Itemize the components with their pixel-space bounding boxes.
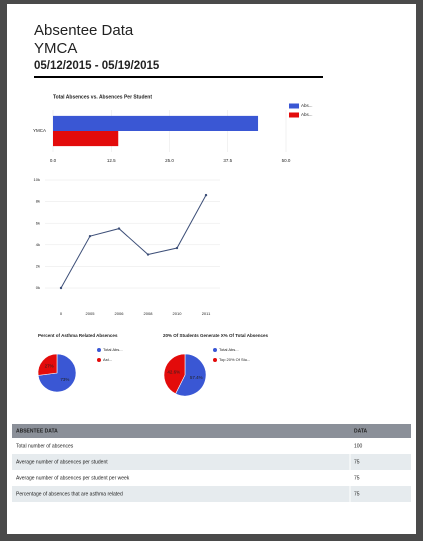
chart-title: Total Absences vs. Absences Per Student <box>53 94 152 100</box>
table-cell: 75 <box>354 459 360 465</box>
table-header-bg <box>12 424 411 438</box>
x-tick-label: 2008 <box>144 311 154 316</box>
slice <box>37 353 58 376</box>
bar <box>53 115 259 131</box>
legend-label: Top 20% Of Stu... <box>219 357 250 362</box>
x-tick-label: 2006 <box>115 311 125 316</box>
point <box>175 246 179 250</box>
table-cell: 100 <box>354 443 363 449</box>
point <box>59 286 63 290</box>
table-header-cell: DATA <box>354 428 368 434</box>
slice-label: 57.4% <box>190 375 203 380</box>
point <box>88 234 92 238</box>
line <box>60 194 207 289</box>
x-tick-label: 2005 <box>86 311 96 316</box>
table-row-bg <box>12 486 411 502</box>
slice <box>163 353 186 395</box>
x-tick-label: 0.0 <box>50 158 57 163</box>
table-cell: Percentage of absences that are asthma r… <box>16 491 123 497</box>
legend-label: Total Abs... <box>219 347 239 352</box>
x-tick-label: 25.0 <box>165 158 174 163</box>
point <box>117 227 121 230</box>
category-label: YMCA <box>33 128 46 133</box>
date-range: 05/12/2015 - 05/19/2015 <box>34 60 160 72</box>
point <box>204 193 208 197</box>
table-cell: Total number of absences <box>16 443 74 449</box>
x-tick-label: 0 <box>60 311 63 316</box>
legend-swatch <box>213 358 217 362</box>
legend-label: Abs... <box>301 112 313 117</box>
table-cell: 75 <box>354 475 360 481</box>
table-cell: 75 <box>354 491 360 497</box>
table-row-bg <box>12 470 411 486</box>
title: Absentee Data <box>34 22 134 39</box>
table-cell: Average number of absences per student <box>16 459 108 465</box>
y-tick-label: 4k <box>36 242 40 247</box>
legend-label: Ast... <box>103 357 112 362</box>
legend-swatch <box>289 103 299 109</box>
x-tick-label: 2011 <box>202 311 211 316</box>
table-row-bg <box>12 454 411 470</box>
bar <box>53 131 119 147</box>
slice <box>175 353 207 397</box>
y-tick-label: 10k <box>34 177 40 182</box>
legend-label: Abs... <box>301 103 313 108</box>
x-tick-label: 37.5 <box>223 158 232 163</box>
y-tick-label: 2k <box>36 263 40 268</box>
table-cell: Average number of absences per student p… <box>16 475 130 481</box>
legend-swatch <box>213 348 217 352</box>
x-tick-label: 2010 <box>173 311 183 316</box>
y-tick-label: 8k <box>36 199 40 204</box>
chart-title: 20% Of Students Generate X% Of Total Abs… <box>163 333 269 338</box>
legend-swatch <box>97 348 101 352</box>
slice-label: 27% <box>45 363 54 368</box>
legend-swatch <box>97 358 101 362</box>
table-row-bg <box>12 438 411 454</box>
legend-swatch <box>289 112 299 118</box>
subtitle: YMCA <box>34 40 77 57</box>
slice-label: 73% <box>60 377 69 382</box>
x-tick-label: 50.0 <box>282 158 291 163</box>
y-tick-label: 0k <box>36 285 40 290</box>
y-tick-label: 6k <box>36 220 40 225</box>
point <box>146 253 150 256</box>
slice-label: 42.6% <box>167 370 180 375</box>
x-tick-label: 12.5 <box>107 158 116 163</box>
chart-title: Percent of Asthma Related Absences <box>38 333 118 338</box>
legend-label: Total Abs... <box>103 347 123 352</box>
table-header-cell: ABSENTEE DATA <box>16 428 58 434</box>
